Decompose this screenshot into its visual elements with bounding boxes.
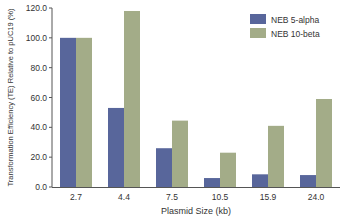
y-tick-label: 100.0: [26, 33, 48, 43]
bar: [60, 38, 76, 187]
bar: [156, 148, 172, 187]
y-tick-label: 40.0: [30, 122, 47, 132]
y-tick-label: 120.0: [26, 3, 48, 13]
bar: [204, 178, 220, 187]
bar: [300, 175, 316, 187]
legend-label: NEB 10-beta: [271, 29, 320, 39]
bar: [268, 126, 284, 187]
bar: [108, 108, 124, 187]
y-tick: [49, 97, 52, 98]
bar: [76, 38, 92, 187]
y-axis-label: Transformation Efficiency (TE) Relative …: [6, 8, 15, 186]
y-tick-label: 20.0: [30, 152, 47, 162]
chart-svg: 0.0 20.0 40.0 60.0 80.0 100.0 120.0 2.7 4.4 7.5 10…: [0, 0, 350, 221]
x-axis-line: [52, 187, 340, 188]
x-tick-label: 2.7: [70, 192, 82, 202]
y-tick: [49, 67, 52, 68]
y-tick-label: 0.0: [35, 182, 47, 192]
chart-container: 0.0 20.0 40.0 60.0 80.0 100.0 120.0 2.7 4.4 7.5 10…: [0, 0, 350, 221]
x-axis-label: Plasmid Size (kb): [161, 206, 231, 216]
legend-label: NEB 5-alpha: [271, 15, 319, 25]
legend-swatch: [250, 28, 266, 38]
bar: [220, 153, 236, 187]
y-tick-label: 60.0: [30, 93, 47, 103]
x-tick-label: 7.5: [166, 192, 178, 202]
x-tick-label: 4.4: [118, 192, 130, 202]
y-tick: [49, 157, 52, 158]
x-tick-label: 15.9: [260, 192, 277, 202]
legend-swatch: [250, 14, 266, 24]
bar: [124, 11, 140, 187]
y-tick: [49, 187, 52, 188]
bar: [172, 121, 188, 187]
x-tick-label: 10.5: [212, 192, 229, 202]
bar: [316, 99, 332, 187]
bars: [60, 11, 332, 187]
y-tick: [49, 127, 52, 128]
x-tick-label: 24.0: [308, 192, 325, 202]
y-tick: [49, 8, 52, 9]
bar: [252, 174, 268, 187]
y-tick: [49, 37, 52, 38]
y-tick-label: 80.0: [30, 63, 47, 73]
